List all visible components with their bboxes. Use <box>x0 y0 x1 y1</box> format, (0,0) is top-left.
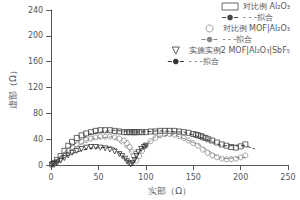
svg-text:100: 100 <box>138 173 153 182</box>
svg-text:- - -拟合: - - -拟合 <box>243 13 273 22</box>
svg-text:对比例 MOF|Al₂O₃: 对比例 MOF|Al₂O₃ <box>223 24 290 33</box>
svg-text:0: 0 <box>49 173 54 182</box>
svg-text:50: 50 <box>93 173 103 182</box>
svg-text:200: 200 <box>233 173 248 182</box>
svg-text:80: 80 <box>33 109 43 118</box>
svg-text:40: 40 <box>33 135 43 144</box>
svg-text:250: 250 <box>280 173 295 182</box>
svg-text:实施实例2 MOF|Al₂O₃|SbF₅: 实施实例2 MOF|Al₂O₃|SbF₅ <box>189 46 290 55</box>
svg-text:对比例 Al₂O₃: 对比例 Al₂O₃ <box>243 2 290 11</box>
svg-text:- - -拟合: - - -拟合 <box>189 57 219 66</box>
svg-text:150: 150 <box>186 173 201 182</box>
svg-text:虚部（Ω）: 虚部（Ω） <box>8 66 18 109</box>
svg-text:240: 240 <box>28 6 43 15</box>
svg-text:200: 200 <box>28 31 43 40</box>
svg-text:160: 160 <box>28 57 43 66</box>
svg-text:0: 0 <box>38 161 43 170</box>
svg-text:- - -拟合: - - -拟合 <box>223 35 253 44</box>
svg-text:实部（Ω）: 实部（Ω） <box>148 186 191 196</box>
svg-text:120: 120 <box>28 83 43 92</box>
